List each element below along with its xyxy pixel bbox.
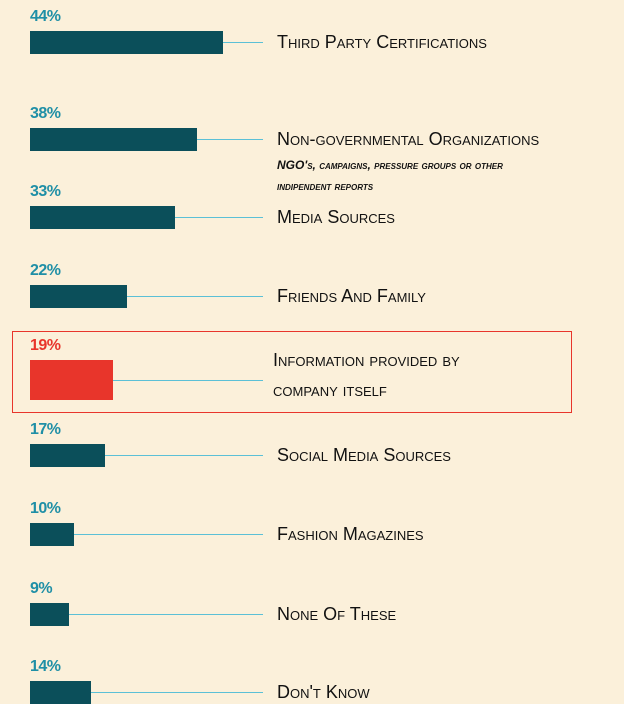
value-label: 17%: [30, 421, 61, 438]
bar: [30, 206, 175, 229]
bar: [30, 444, 105, 467]
connector: [223, 42, 263, 43]
connector: [113, 380, 263, 381]
category-label: Non-governmental Organizations: [277, 129, 540, 149]
connector: [91, 692, 263, 693]
value-label: 33%: [30, 183, 61, 200]
highlight-box: [12, 331, 572, 413]
category-label: Third Party Certifications: [277, 32, 487, 52]
bar: [30, 31, 223, 54]
category-label: None Of These: [277, 604, 397, 624]
value-label: 38%: [30, 105, 61, 122]
bar: [30, 360, 114, 400]
connector: [73, 534, 263, 535]
connector: [69, 614, 263, 615]
value-label: 10%: [30, 500, 61, 517]
value-label: 44%: [30, 8, 61, 25]
category-label: Media Sources: [277, 207, 395, 227]
connector: [174, 217, 263, 218]
category-label: Social Media Sources: [277, 445, 451, 465]
bar: [30, 523, 74, 546]
connector: [196, 139, 263, 140]
category-label: Fashion Magazines: [277, 524, 424, 544]
connector: [104, 455, 263, 456]
value-label: 14%: [30, 658, 61, 675]
value-label: 22%: [30, 262, 61, 279]
bar: [30, 681, 92, 704]
bar: [30, 603, 70, 626]
bar: [30, 128, 197, 151]
category-label: Friends And Family: [277, 286, 426, 306]
connector: [126, 296, 263, 297]
category-label: Information provided by company itself: [273, 350, 460, 400]
category-subtitle: NGO's, campaigns, pressure groups or oth…: [277, 158, 503, 193]
bar: [30, 285, 127, 308]
value-label: 19%: [30, 337, 61, 354]
category-label: Don't Know: [277, 682, 370, 702]
value-label: 9%: [30, 580, 53, 597]
